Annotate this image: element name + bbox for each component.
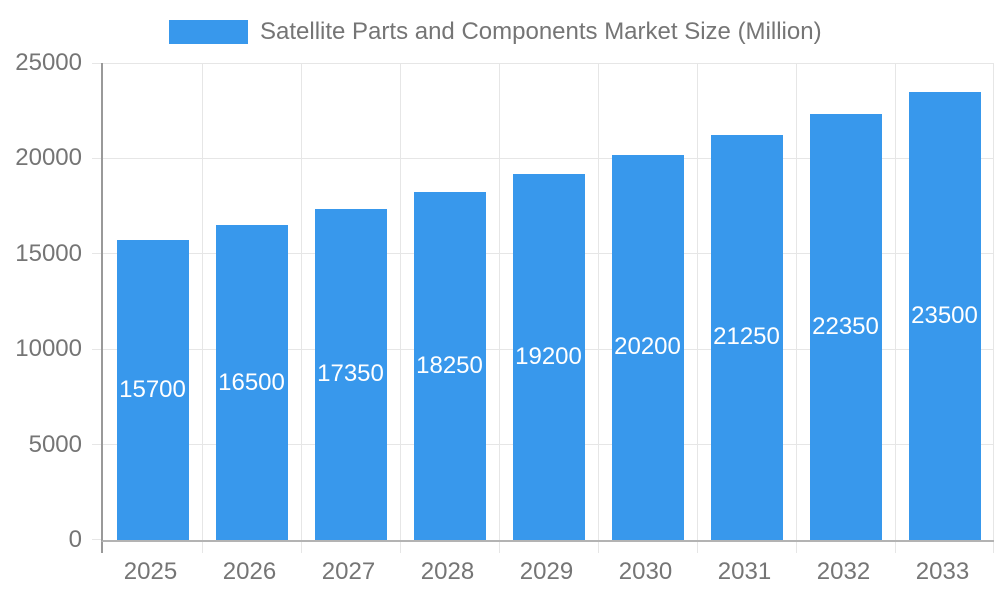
- legend-label: Satellite Parts and Components Market Si…: [260, 18, 822, 45]
- gridline-horizontal: [103, 157, 994, 159]
- y-axis-label: 25000: [15, 49, 82, 76]
- bar-value-label: 21250: [713, 323, 780, 351]
- legend: Satellite Parts and Components Market Si…: [169, 20, 822, 44]
- gridline-vertical: [201, 63, 203, 540]
- legend-swatch: [169, 20, 248, 44]
- gridline-vertical: [894, 63, 896, 540]
- bar: 15700: [116, 240, 189, 540]
- bar-value-label: 17350: [317, 360, 384, 388]
- x-axis-label: 2030: [618, 558, 673, 585]
- x-axis-tick: [300, 542, 302, 553]
- x-axis-tick: [498, 542, 500, 553]
- bar-value-label: 16500: [218, 368, 285, 396]
- x-axis-label: 2033: [915, 558, 970, 585]
- gridline-vertical: [300, 63, 302, 540]
- bar: 20200: [611, 154, 684, 540]
- x-axis-tick: [795, 542, 797, 553]
- bar-value-label: 23500: [911, 301, 978, 329]
- x-axis-label: 2032: [816, 558, 871, 585]
- bar-value-label: 19200: [515, 342, 582, 370]
- y-axis-label: 20000: [15, 144, 82, 172]
- gridline-vertical: [498, 63, 500, 540]
- x-axis-label: 2028: [420, 558, 475, 585]
- x-axis-tick: [399, 542, 401, 553]
- gridline-vertical: [992, 63, 994, 540]
- x-axis-label: 2026: [222, 558, 277, 585]
- y-axis-label: 10000: [15, 335, 82, 363]
- y-axis-tick: [92, 444, 101, 446]
- y-axis-extension: [101, 542, 103, 553]
- x-axis-label: 2031: [717, 558, 772, 585]
- x-axis-label: 2025: [123, 558, 178, 585]
- y-axis-tick: [92, 348, 101, 350]
- bar: 21250: [710, 134, 783, 540]
- bar: 16500: [215, 225, 288, 540]
- bar-value-label: 22350: [812, 312, 879, 340]
- y-axis-label: 5000: [28, 430, 82, 458]
- y-axis-tick: [92, 62, 101, 64]
- x-axis-label: 2029: [519, 558, 574, 585]
- bar: 23500: [908, 91, 981, 540]
- bar-value-label: 18250: [416, 351, 483, 379]
- x-axis-tick: [597, 542, 599, 553]
- gridline-vertical: [399, 63, 401, 540]
- x-axis-tick: [201, 542, 203, 553]
- y-axis-label: 15000: [15, 239, 82, 267]
- gridline-vertical: [597, 63, 599, 540]
- y-axis-tick: [92, 538, 101, 540]
- y-axis-tick: [92, 253, 101, 255]
- bar: 17350: [314, 208, 387, 540]
- bar: 18250: [413, 191, 486, 540]
- x-axis-tick: [696, 542, 698, 553]
- x-axis-tick: [894, 542, 896, 553]
- gridline-vertical: [795, 63, 797, 540]
- bar-value-label: 20200: [614, 333, 681, 361]
- gridline-vertical: [696, 63, 698, 540]
- plot-area: 15700 16500 17350 18250 19200 20200 21250 22350…: [92, 62, 994, 553]
- x-axis-tick: [992, 542, 994, 553]
- x-axis-label: 2027: [321, 558, 376, 585]
- bar-value-label: 15700: [119, 376, 186, 404]
- y-axis-tick: [92, 157, 101, 159]
- y-axis-label: 0: [68, 526, 82, 553]
- bar: 19200: [512, 173, 585, 540]
- gridline-horizontal: [103, 62, 994, 64]
- bar: 22350: [809, 113, 882, 540]
